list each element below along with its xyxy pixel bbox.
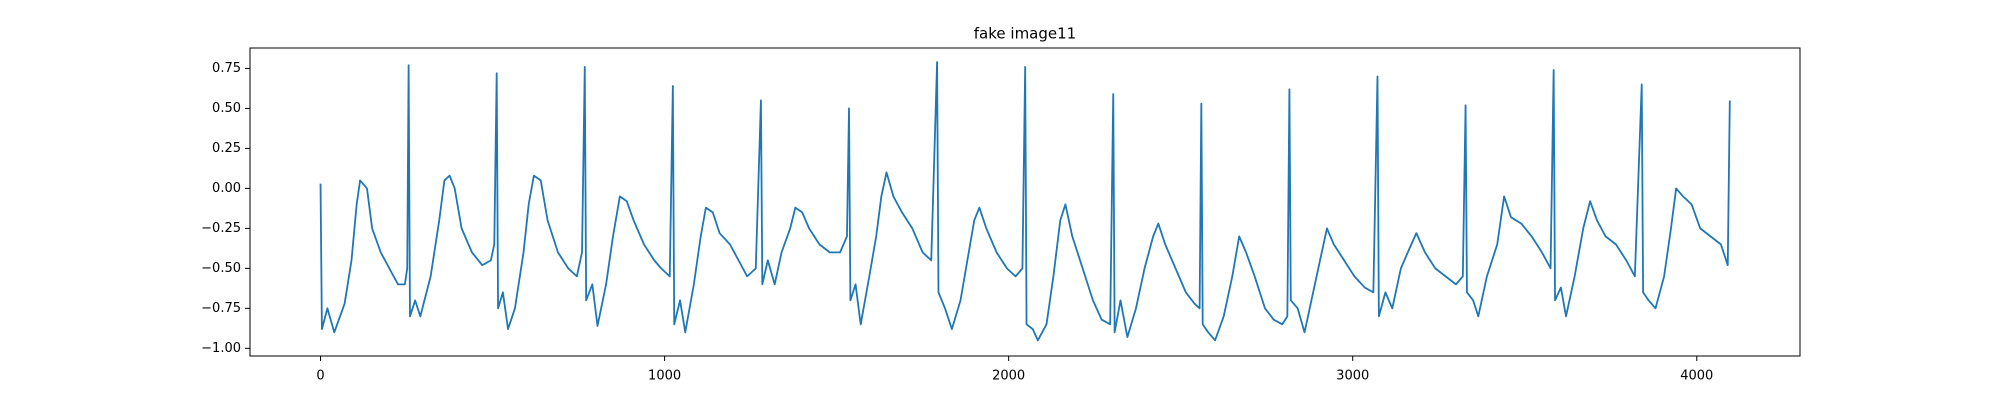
x-tick-label: 4000 (1680, 369, 1713, 384)
chart-title: fake image11 (974, 25, 1076, 43)
y-tick-label: −0.50 (201, 261, 241, 276)
y-tick-label: −0.75 (201, 301, 241, 316)
y-tick-label: 0.25 (212, 141, 241, 156)
x-tick-label: 1000 (648, 369, 681, 384)
x-tick-label: 3000 (1336, 369, 1369, 384)
y-tick-label: −0.25 (201, 221, 241, 236)
series-line (319, 61, 1731, 342)
y-tick-label: 0.75 (212, 61, 241, 76)
plot-frame (249, 47, 1801, 357)
y-tick-label: 0.00 (212, 181, 241, 196)
x-tick-label: 2000 (992, 369, 1025, 384)
y-tick-label: 0.50 (212, 101, 241, 116)
y-tick-label: −1.00 (201, 341, 241, 356)
x-tick-label: 0 (316, 369, 324, 384)
